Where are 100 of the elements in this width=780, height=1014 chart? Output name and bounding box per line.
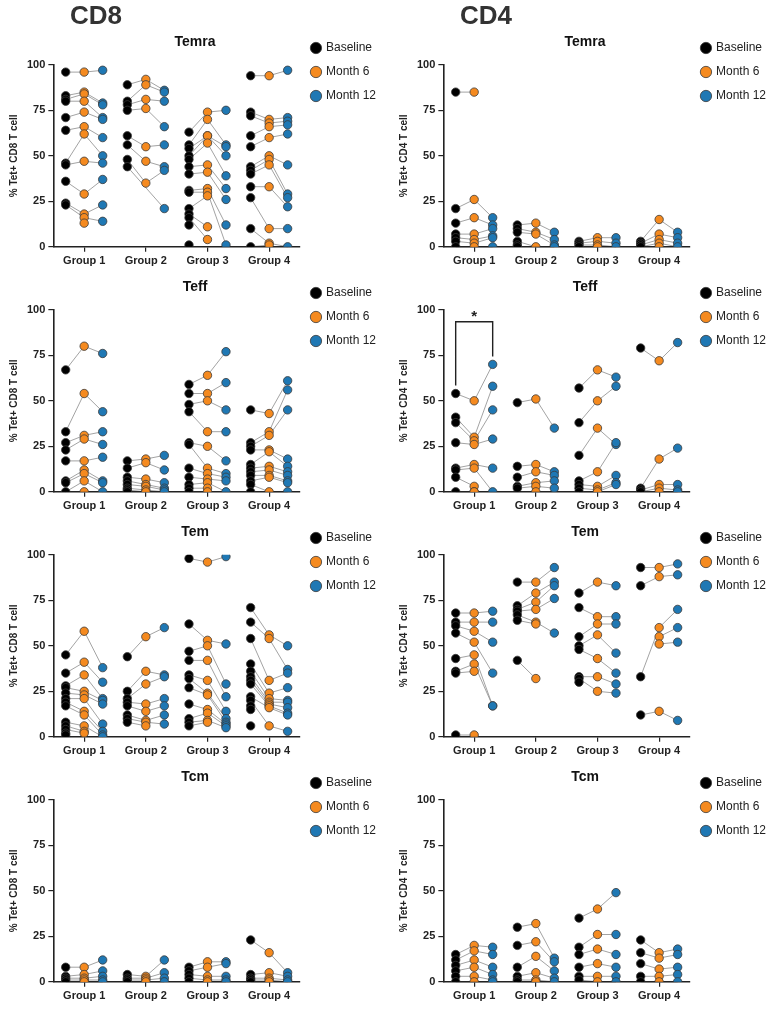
y-tick-label: 50: [423, 638, 436, 651]
y-axis-title: % Tet+ CD8 T cell: [7, 114, 19, 198]
annotation: *: [471, 306, 478, 324]
legend-label: Month 6: [715, 64, 760, 79]
chart-title: Teff: [182, 278, 208, 295]
y-tick-label: 100: [26, 302, 46, 315]
x-tick-label: Group 1: [453, 989, 496, 1002]
y-tick-label: 75: [33, 838, 46, 851]
legend-label: Baseline: [715, 775, 763, 790]
y-tick-label: 50: [33, 883, 46, 896]
legend-label: Month 12: [325, 88, 377, 103]
y-tick-label: 75: [423, 103, 436, 116]
x-tick-label: Group 4: [248, 744, 292, 757]
chart-title: Tem: [571, 523, 599, 540]
y-tick-label: 75: [33, 593, 46, 606]
y-axis-title: % Tet+ CD4 T cell: [397, 604, 409, 688]
chart-title: Temra: [174, 33, 216, 50]
x-tick-label: Group 3: [186, 744, 229, 757]
x-tick-label: Group 2: [124, 254, 167, 267]
y-axis-title: % Tet+ CD8 T cell: [7, 849, 19, 933]
legend-label: Baseline: [325, 775, 373, 790]
y-tick-label: 50: [423, 148, 436, 161]
legend-label: Baseline: [715, 40, 763, 55]
x-tick-label: Group 4: [248, 499, 292, 512]
x-tick-label: Group 3: [576, 254, 619, 267]
legend-label: Month 12: [715, 88, 767, 103]
chart-title: Tem: [181, 523, 209, 540]
x-tick-label: Group 3: [186, 254, 229, 267]
legend-label: Month 12: [325, 333, 377, 348]
y-tick-label: 50: [423, 393, 436, 406]
y-tick-label: 0: [39, 239, 46, 252]
x-tick-label: Group 2: [124, 989, 167, 1002]
text: CD4: [459, 0, 513, 30]
legend-label: Month 6: [715, 309, 760, 324]
y-tick-label: 25: [33, 439, 46, 452]
y-tick-label: 50: [423, 883, 436, 896]
x-tick-label: Group 2: [514, 744, 557, 757]
x-tick-label: Group 1: [63, 744, 106, 757]
chart-title: Tcm: [571, 768, 599, 785]
y-tick-label: 0: [429, 239, 436, 252]
x-tick-label: Group 3: [576, 989, 619, 1002]
y-tick-label: 100: [416, 302, 436, 315]
y-tick-label: 75: [33, 103, 46, 116]
legend-label: Month 12: [325, 823, 377, 838]
y-tick-label: 75: [423, 593, 436, 606]
x-tick-label: Group 4: [638, 989, 682, 1002]
chart-title: Tcm: [181, 768, 209, 785]
y-tick-label: 25: [423, 929, 436, 942]
legend-label: Month 12: [715, 823, 767, 838]
y-tick-label: 100: [26, 792, 46, 805]
y-tick-label: 100: [416, 547, 436, 560]
legend-label: Month 6: [325, 799, 370, 814]
y-tick-label: 25: [33, 194, 46, 207]
chart-title: Teff: [572, 278, 598, 295]
x-tick-label: Group 3: [186, 499, 229, 512]
legend-label: Month 6: [325, 554, 370, 569]
y-tick-label: 75: [33, 348, 46, 361]
y-tick-label: 25: [33, 684, 46, 697]
x-tick-label: Group 4: [638, 254, 682, 267]
legend-label: Baseline: [715, 285, 763, 300]
y-tick-label: 75: [423, 838, 436, 851]
x-tick-label: Group 2: [124, 744, 167, 757]
x-tick-label: Group 3: [186, 989, 229, 1002]
legend-label: Month 6: [325, 309, 370, 324]
y-tick-label: 0: [39, 729, 46, 742]
y-axis-title: % Tet+ CD8 T cell: [7, 604, 19, 688]
x-tick-label: Group 1: [63, 254, 106, 267]
y-tick-label: 25: [423, 684, 436, 697]
y-tick-label: 25: [423, 439, 436, 452]
x-tick-label: Group 2: [514, 989, 557, 1002]
x-tick-label: Group 1: [63, 499, 106, 512]
y-tick-label: 50: [33, 148, 46, 161]
y-tick-label: 25: [423, 194, 436, 207]
legend-label: Month 6: [715, 799, 760, 814]
y-tick-label: 0: [39, 484, 46, 497]
y-tick-label: 75: [423, 348, 436, 361]
y-tick-label: 100: [416, 57, 436, 70]
y-axis-title: % Tet+ CD8 T cell: [7, 359, 19, 443]
legend-label: Baseline: [715, 530, 763, 545]
y-tick-label: 50: [33, 393, 46, 406]
x-tick-label: Group 1: [63, 989, 106, 1002]
x-tick-label: Group 4: [248, 989, 292, 1002]
legend-label: Baseline: [325, 40, 373, 55]
x-tick-label: Group 1: [453, 744, 496, 757]
y-tick-label: 0: [429, 484, 436, 497]
x-tick-label: Group 4: [638, 499, 682, 512]
y-axis-title: % Tet+ CD4 T cell: [397, 849, 409, 933]
legend-label: Month 6: [715, 554, 760, 569]
x-tick-label: Group 2: [514, 499, 557, 512]
x-tick-label: Group 2: [124, 499, 167, 512]
x-tick-label: Group 2: [514, 254, 557, 267]
y-tick-label: 100: [26, 547, 46, 560]
x-tick-label: Group 4: [638, 744, 682, 757]
chart-title: Temra: [564, 33, 606, 50]
legend-label: Baseline: [325, 530, 373, 545]
legend-label: Month 12: [715, 333, 767, 348]
y-tick-label: 0: [429, 974, 436, 987]
legend-label: Baseline: [325, 285, 373, 300]
x-tick-label: Group 4: [248, 254, 292, 267]
x-tick-label: Group 3: [576, 499, 619, 512]
